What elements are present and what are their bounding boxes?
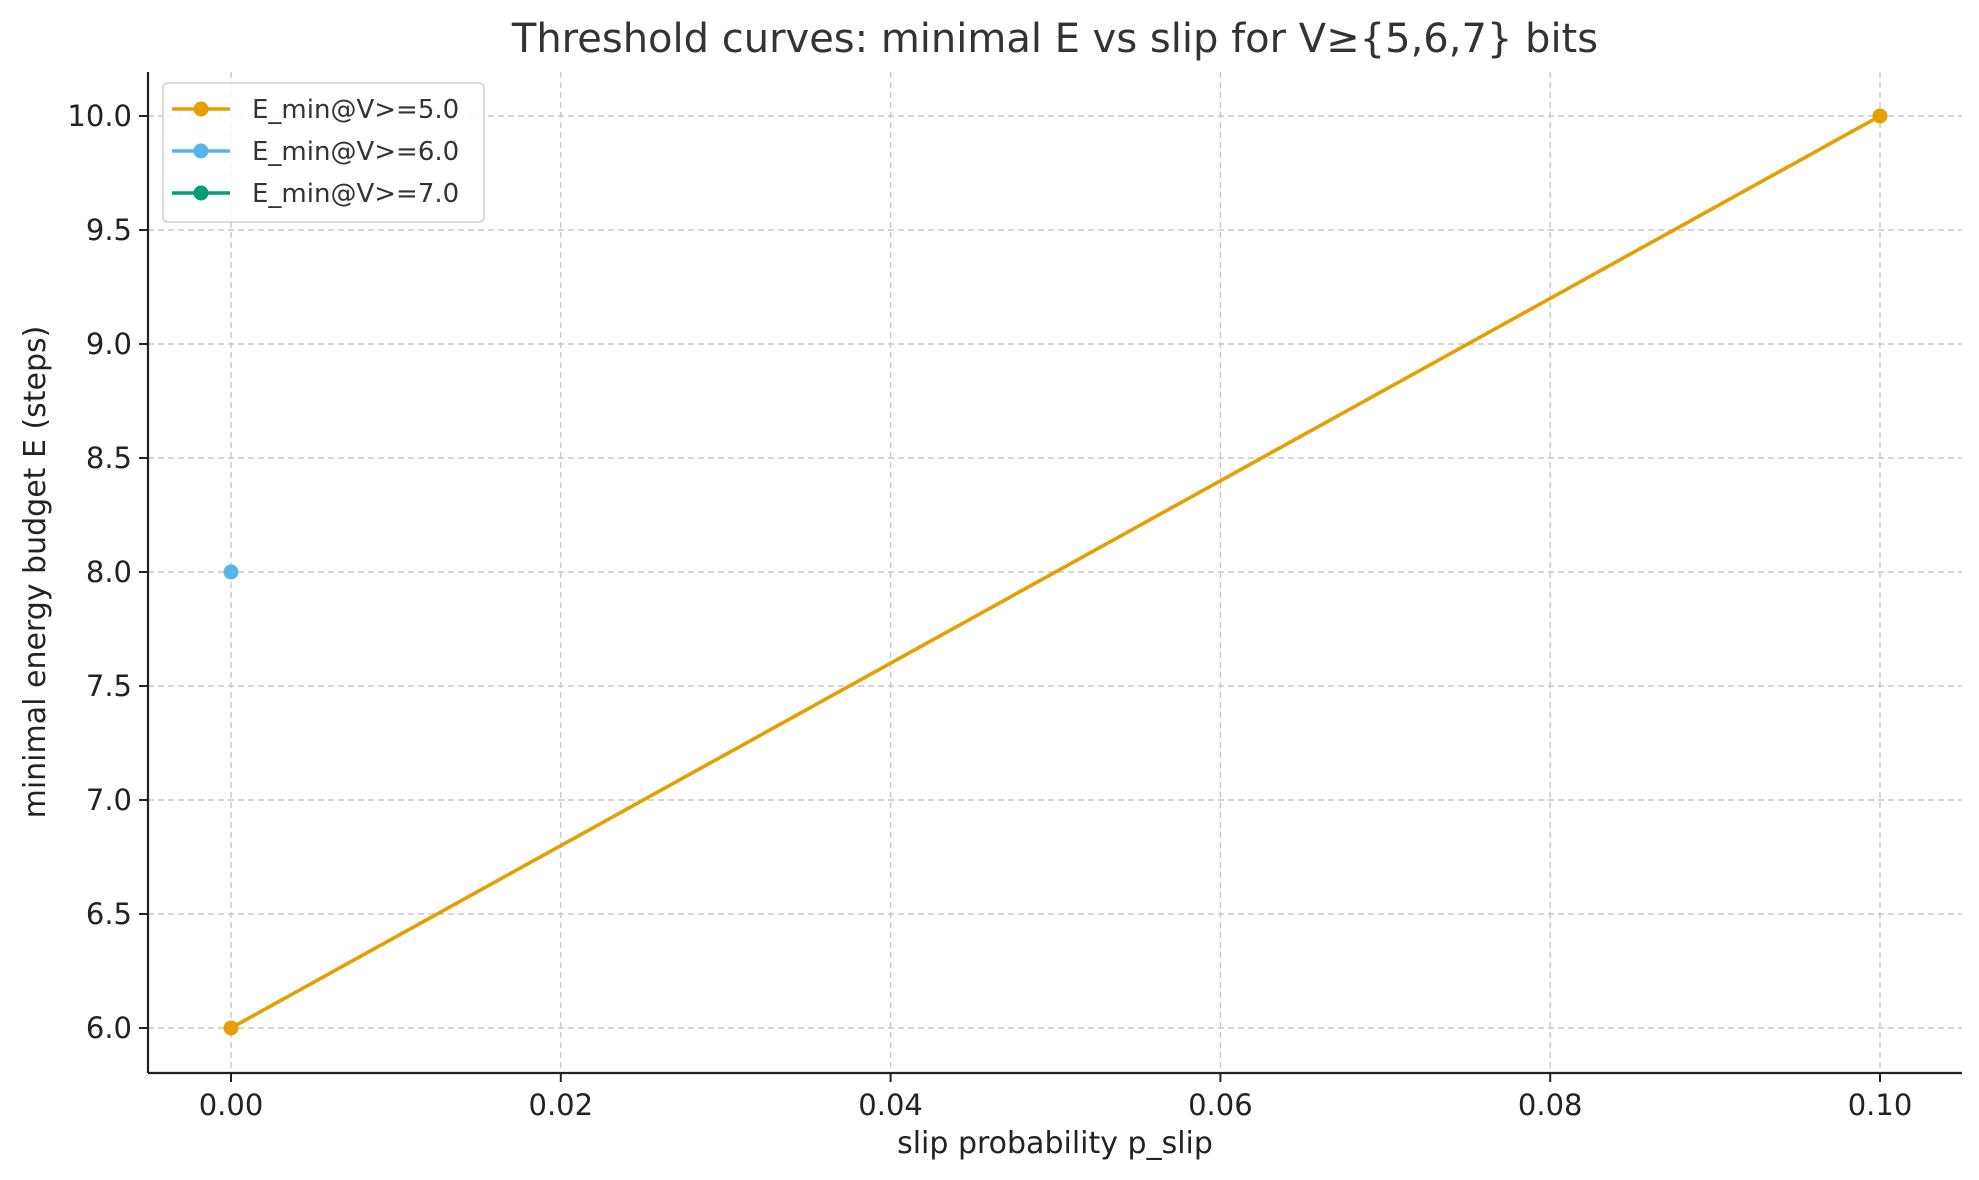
legend-swatch-marker [193, 143, 209, 159]
x-tick-label: 0.08 [1518, 1088, 1583, 1122]
x-tick-label: 0.02 [529, 1088, 594, 1122]
y-tick-label: 6.0 [86, 1011, 132, 1045]
y-axis-ticks: 6.0 6.5 7.0 7.5 8.0 8.5 9.0 9.5 10.0 [67, 99, 148, 1045]
x-tick-label: 0.04 [858, 1088, 923, 1122]
series-2 [223, 564, 239, 580]
legend: E_min@V>=5.0 E_min@V>=6.0 E_min@V>=7.0 [162, 82, 485, 223]
data-point [223, 1020, 239, 1036]
data-point [223, 564, 239, 580]
x-tick-label: 0.10 [1848, 1088, 1913, 1122]
legend-label: E_min@V>=7.0 [252, 179, 459, 209]
data-point [1872, 108, 1888, 124]
y-tick-label: 7.5 [86, 669, 132, 703]
y-tick-label: 7.0 [86, 783, 132, 817]
legend-entry: E_min@V>=6.0 [172, 137, 459, 167]
x-axis-ticks: 0.00 0.02 0.04 0.06 0.08 0.10 [199, 1073, 1913, 1122]
series-layer [223, 108, 1888, 1036]
y-tick-label: 8.5 [86, 441, 132, 475]
y-tick-label: 8.0 [86, 555, 132, 589]
legend-swatch-marker [193, 185, 209, 201]
y-tick-label: 10.0 [67, 99, 132, 133]
legend-label: E_min@V>=5.0 [252, 95, 459, 125]
series-line [230, 114, 1881, 1030]
legend-swatch-marker [193, 101, 209, 117]
y-tick-label: 9.5 [86, 213, 132, 247]
y-axis-label: minimal energy budget E (steps) [18, 326, 53, 819]
y-tick-label: 9.0 [86, 327, 132, 361]
x-tick-label: 0.00 [199, 1088, 264, 1122]
legend-frame [162, 82, 485, 223]
x-axis-label: slip probability p_slip [897, 1126, 1213, 1161]
legend-entry: E_min@V>=5.0 [172, 95, 459, 125]
legend-entry: E_min@V>=7.0 [172, 179, 459, 209]
chart-title: Threshold curves: minimal E vs slip for … [511, 16, 1598, 62]
x-tick-label: 0.06 [1188, 1088, 1253, 1122]
series-1 [223, 108, 1888, 1036]
y-tick-label: 6.5 [86, 897, 132, 931]
legend-label: E_min@V>=6.0 [252, 137, 459, 167]
